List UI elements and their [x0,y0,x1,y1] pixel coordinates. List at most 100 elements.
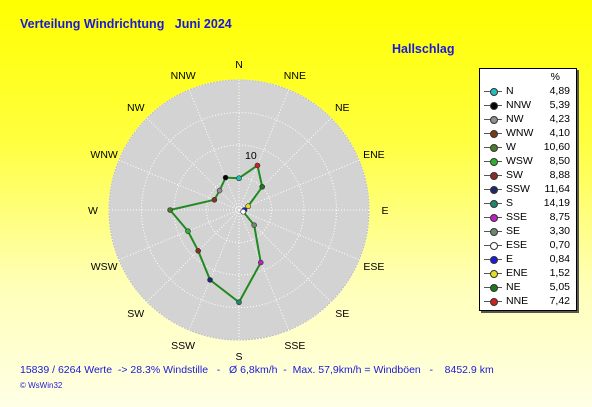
legend: % N 4,89 NNW 5,39 NW 4,23 WNW 4,10 W 10,60 WSW 8,50… [479,68,577,311]
legend-item-nw: NW 4,23 [480,113,576,127]
footer-stats: 15839 / 6264 Werte -> 28.3% Windstille -… [20,364,494,376]
data-point-w [167,207,173,213]
legend-value: 7,42 [549,295,570,307]
data-point-wsw [185,228,191,234]
data-point-nw [216,187,223,194]
legend-dot-icon [490,298,498,306]
direction-label-ese: ESE [363,261,384,273]
legend-marker [484,144,502,152]
direction-label-n: N [235,59,243,71]
legend-marker [484,242,502,250]
legend-value: 8,88 [549,169,570,181]
legend-label: SSE [506,211,528,223]
data-point-nnw [222,174,229,181]
legend-item-sse: SSE 8,75 [480,211,576,225]
legend-marker [484,88,502,96]
legend-dot-icon [490,144,498,152]
legend-label: NW [506,113,524,125]
legend-marker [484,186,502,194]
data-point-nne [254,162,261,169]
data-point-ese [240,208,247,215]
legend-label: SE [506,225,521,237]
legend-marker [484,158,502,166]
location-label: Hallschlag [392,42,455,56]
legend-marker [484,284,502,292]
legend-label: W [506,141,516,153]
data-point-se [251,222,257,228]
direction-label-nw: NW [127,102,145,114]
ring-2 [141,112,337,308]
legend-label: WNW [506,127,534,139]
legend-dot-icon [490,186,498,194]
data-point-ssw [207,277,213,283]
legend-value: 4,23 [549,113,570,125]
legend-dot-icon [490,256,498,264]
legend-item-se: SE 3,30 [480,225,576,239]
data-point-s [236,299,242,306]
direction-label-sw: SW [127,308,144,320]
legend-label: N [506,85,514,97]
legend-marker [484,270,502,278]
legend-item-ese: ESE 0,70 [480,239,576,253]
legend-label: E [506,253,514,265]
legend-unit: % [550,71,560,83]
legend-dot-icon [490,88,498,96]
legend-value: 0,84 [549,253,570,265]
legend-item-wnw: WNW 4,10 [480,127,576,141]
legend-value: 1,52 [549,267,570,279]
credit-label: © WsWin32 [20,381,63,390]
legend-item-ssw: SSW 11,64 [480,183,576,197]
legend-value: 11,64 [544,183,571,195]
legend-dot-icon [490,158,498,166]
legend-value: 14,19 [543,197,570,209]
legend-item-e: E 0,84 [480,253,576,267]
legend-dot-icon [490,116,498,124]
legend-value: 4,10 [549,127,570,139]
spoke-sw [146,209,240,303]
legend-marker [484,172,502,180]
legend-marker [484,298,502,306]
legend-dot-icon [490,200,498,208]
legend-item-w: W 10,60 [480,141,576,155]
legend-value: 8,50 [549,155,570,167]
legend-value: 4,89 [549,85,570,97]
ring-label: 10 [245,150,257,162]
legend-label: WSW [506,155,533,167]
legend-dot-icon [490,214,498,222]
spoke-wsw [118,209,240,261]
direction-label-ene: ENE [363,149,385,161]
direction-label-ssw: SSW [171,340,195,352]
chart-title: Verteilung Windrichtung Juni 2024 [20,17,232,31]
spoke-ssw [188,209,240,331]
legend-marker [484,256,502,264]
legend-item-nne: NNE 7,42 [480,295,576,309]
direction-label-sse: SSE [284,340,305,352]
legend-marker [484,102,502,110]
spoke-wnw [118,159,240,211]
data-point-sse [257,259,264,266]
legend-label: NNE [506,295,529,307]
direction-label-wnw: WNW [90,149,117,161]
legend-marker [484,116,502,124]
legend-marker [484,228,502,236]
legend-value: 3,30 [549,225,570,237]
legend-value: 10,60 [543,141,570,153]
direction-label-e: E [381,205,388,217]
legend-item-ne: NE 5,05 [480,281,576,295]
spoke-ene [238,159,360,211]
legend-item-wsw: WSW 8,50 [480,155,576,169]
legend-value: 5,39 [549,99,570,111]
legend-item-nnw: NNW 5,39 [480,99,576,113]
direction-label-nnw: NNW [171,70,196,82]
legend-label: NE [506,281,521,293]
spoke-nnw [188,89,240,211]
legend-item-s: S 14,19 [480,197,576,211]
legend-marker [484,130,502,138]
legend-value: 0,70 [549,239,570,251]
legend-marker [484,200,502,208]
legend-dot-icon [490,228,498,236]
legend-dot-icon [490,284,498,292]
data-point-n [236,175,242,182]
direction-label-wsw: WSW [91,261,118,273]
legend-marker [484,214,502,222]
